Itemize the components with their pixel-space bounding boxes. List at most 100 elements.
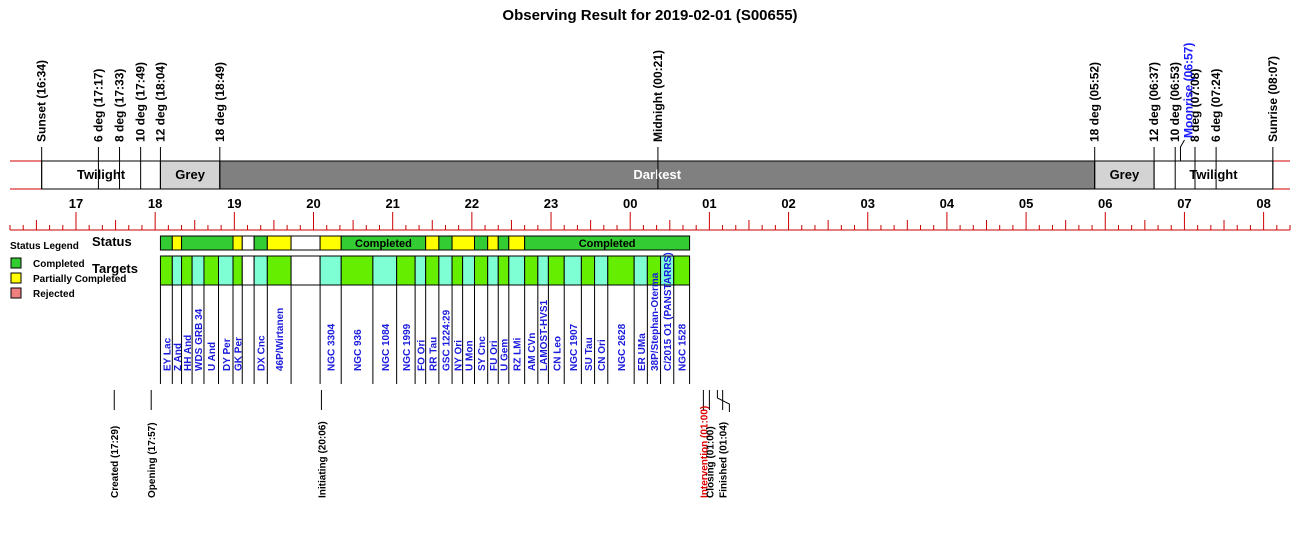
target-block	[425, 255, 440, 286]
target-name-label: U Gem	[500, 339, 511, 371]
target-name-label: FU Ori	[489, 340, 500, 371]
target-name-label: NGC 1907	[569, 323, 580, 371]
status-segment	[497, 235, 510, 251]
status-row-label: Status	[92, 234, 132, 249]
target-block	[451, 255, 464, 286]
target-name-label: CN Leo	[552, 336, 563, 371]
target-block	[253, 255, 268, 286]
moonrise-tick	[1179, 139, 1185, 161]
sun-event-label: 10 deg (17:49)	[134, 62, 148, 142]
target-block	[319, 255, 342, 286]
target-block	[266, 255, 292, 286]
target-name-label: DY Per	[222, 338, 233, 371]
status-segment	[290, 235, 321, 251]
sky-periods: Twilight Grey Darkest Grey Twilight	[10, 160, 1290, 190]
legend-swatch	[10, 257, 22, 269]
target-name-label: U And	[207, 342, 218, 371]
target-block	[232, 255, 243, 286]
session-event-label: Created (17:29)	[110, 426, 121, 498]
target-name-label: NGC 1999	[402, 323, 413, 371]
target-name-label: ER UMa	[637, 333, 648, 371]
status-segment	[159, 235, 173, 251]
chart-title: Observing Result for 2019-02-01 (S00655)	[502, 7, 797, 24]
hour-tick-label: 19	[227, 196, 241, 211]
hour-tick-label: 06	[1098, 196, 1112, 211]
sky-period-label: Twilight	[77, 167, 126, 182]
hour-tick-label: 21	[385, 196, 399, 211]
target-block	[633, 255, 648, 286]
target-name-label: NGC 1084	[381, 323, 392, 371]
sun-event-label: Sunset (16:34)	[35, 60, 49, 142]
status-segment	[181, 235, 234, 251]
target-name-label: 38P/Stephan-Oterma	[650, 272, 661, 371]
legend-swatch	[10, 287, 22, 299]
status-segment	[487, 235, 499, 251]
target-name-label: WDS GRB 34	[194, 308, 205, 371]
target-name-label: RR Tau	[428, 337, 439, 371]
sky-period-label: Twilight	[1189, 167, 1238, 182]
session-events: Created (17:29) Opening (17:57) Initiating…	[110, 390, 730, 498]
sky-period-label: Grey	[1110, 167, 1140, 182]
hour-tick-label: 03	[860, 196, 874, 211]
targets-row-label: Targets	[92, 261, 138, 276]
target-block	[372, 255, 398, 286]
status-segment	[524, 235, 691, 251]
status-segment	[266, 235, 292, 251]
target-block	[537, 255, 549, 286]
hour-tick-label: 04	[940, 196, 955, 211]
target-block	[217, 255, 234, 286]
target-name-label: NGC 936	[353, 329, 364, 371]
target-name-label: DX Cnc	[257, 335, 268, 371]
target-block	[508, 255, 526, 286]
session-event-label: Closing (01:00)	[705, 426, 716, 498]
hour-tick-label: 22	[465, 196, 479, 211]
status-segment	[438, 235, 453, 251]
status-segment	[171, 235, 183, 251]
target-name-label: HH And	[183, 335, 194, 371]
target-block	[340, 255, 374, 286]
target-block	[673, 255, 691, 286]
hour-tick-label: 00	[623, 196, 637, 211]
target-block	[396, 255, 416, 286]
status-segment-label: Completed	[355, 238, 412, 250]
target-block	[487, 255, 499, 286]
target-block	[524, 255, 539, 286]
status-segment	[473, 235, 489, 251]
legend-title: Status Legend	[10, 241, 79, 252]
status-segment-label: Completed	[579, 238, 636, 250]
legend-item-label: Rejected	[33, 289, 75, 300]
target-name-label: NY Ori	[453, 340, 464, 371]
target-name-label: SU Tau	[584, 337, 595, 371]
legend-swatch	[10, 272, 22, 284]
target-block	[438, 255, 453, 286]
target-name-label: RZ LMi	[513, 337, 524, 371]
target-block	[414, 255, 427, 286]
status-segment	[232, 235, 243, 251]
sun-event-label: 8 deg (17:33)	[113, 69, 127, 142]
target-block	[607, 255, 635, 286]
legend-item-label: Completed	[33, 259, 85, 270]
target-block	[563, 255, 582, 286]
target-name-label: GSC 1224:29	[441, 309, 452, 371]
status-segment	[425, 235, 440, 251]
target-name-label: NGC 3304	[327, 323, 338, 371]
target-name-label: NGC 1528	[678, 323, 689, 371]
target-block	[181, 255, 193, 286]
target-name-label: EY Lac	[162, 337, 173, 371]
target-block	[473, 255, 489, 286]
status-segment	[508, 235, 526, 251]
status-row: Status Completed Completed	[92, 234, 691, 251]
sun-event-label: 6 deg (07:24)	[1209, 69, 1223, 142]
hour-tick-label: 17	[69, 196, 83, 211]
session-event-label: Opening (17:57)	[147, 422, 158, 498]
session-event-label: Initiating (20:06)	[317, 421, 328, 498]
hour-tick-label: 01	[702, 196, 716, 211]
session-event-label: Intervention (01:00)	[699, 406, 710, 498]
hour-tick-label: 08	[1256, 196, 1270, 211]
hour-tick-label: 07	[1177, 196, 1191, 211]
hour-axis: 17 18 19 20 21 22 23 00 01 02 03 04 05 06 07 08	[9, 196, 1291, 231]
sun-event-label: Sunrise (08:07)	[1266, 56, 1280, 142]
hour-tick-label: 18	[148, 196, 162, 211]
